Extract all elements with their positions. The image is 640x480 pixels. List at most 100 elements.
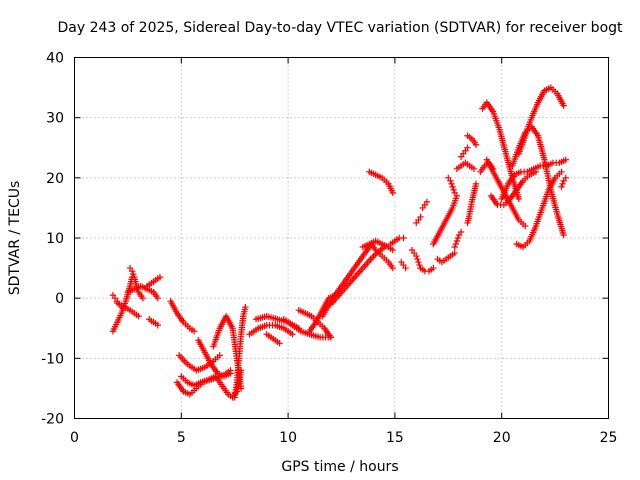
data-point-trace (517, 218, 527, 228)
data-point-trace (508, 188, 519, 201)
data-point-trace (381, 254, 390, 264)
series-arc-03 (114, 299, 142, 320)
data-point-trace (352, 251, 367, 270)
data-point-trace (240, 306, 249, 318)
data-point (423, 198, 431, 206)
data-point-trace (265, 313, 279, 322)
y-tick-label: 30 (46, 111, 64, 127)
y-tick-label: 40 (46, 51, 64, 67)
x-tick-label: 25 (600, 430, 618, 446)
data-point-trace (559, 180, 566, 188)
data-point (470, 165, 478, 173)
data-point (464, 144, 471, 151)
data-point (237, 385, 245, 392)
data-point-trace (489, 194, 500, 207)
data-point (451, 249, 458, 257)
series-arc-35 (445, 174, 458, 197)
data-point-trace (131, 276, 140, 288)
data-point (413, 252, 420, 260)
data-point-trace (548, 188, 560, 215)
data-point (216, 352, 223, 359)
data-point-trace (491, 170, 502, 186)
series-arc-38 (464, 180, 480, 227)
data-point (451, 243, 458, 251)
data-point-trace (180, 375, 189, 384)
data-point-trace (133, 283, 142, 292)
data-point-trace (212, 354, 221, 363)
data-point-trace (454, 234, 462, 242)
data-point-trace (431, 230, 442, 246)
data-point (128, 267, 136, 275)
data-point-trace (248, 326, 260, 336)
data-point (289, 331, 296, 338)
data-point-trace (339, 278, 354, 294)
series-arc-22 (319, 240, 375, 320)
series-arc-31 (419, 198, 431, 212)
series-arc-44 (509, 123, 567, 239)
data-point (515, 195, 522, 203)
series-arc-25 (368, 240, 396, 272)
data-point (430, 264, 437, 272)
data-point-trace (532, 163, 542, 172)
data-point-trace (543, 85, 552, 93)
data-point (489, 165, 497, 173)
data-point-trace (444, 206, 455, 222)
series-arc-14 (231, 303, 249, 401)
data-point-trace (416, 261, 423, 269)
data-point-trace (297, 308, 307, 316)
data-point-trace (310, 315, 320, 324)
x-tick-labels: 0 5 10 15 20 25 (70, 430, 617, 446)
series-arc-42 (487, 168, 540, 209)
data-point-trace (514, 179, 525, 192)
data-point-trace (448, 180, 455, 188)
data-point-trace (533, 206, 545, 227)
series-arc-47 (515, 84, 567, 157)
axis-ticks (74, 57, 609, 419)
data-point-trace (168, 299, 180, 315)
data-point (402, 264, 409, 272)
data-point (389, 246, 396, 254)
data-point-trace (506, 173, 517, 186)
series-arc-15 (178, 373, 219, 389)
data-point-trace (304, 311, 313, 319)
data-point-trace (299, 328, 311, 337)
data-point-trace (555, 92, 566, 107)
data-point (135, 313, 142, 320)
x-axis-label: GPS time / hours (281, 459, 398, 475)
data-point-trace (210, 327, 223, 348)
data-point (453, 237, 461, 245)
x-tick-label: 20 (493, 430, 511, 446)
data-point (156, 273, 164, 281)
data-point-trace (522, 116, 535, 137)
y-tick-label: -10 (41, 351, 64, 367)
data-point-trace (313, 309, 325, 324)
data-point-trace (319, 334, 332, 341)
data-point-trace (327, 292, 337, 301)
data-point-trace (331, 281, 346, 300)
series-arc-27 (387, 234, 407, 248)
data-point-trace (503, 152, 515, 179)
series-arc-46 (513, 168, 565, 251)
data-point-trace (381, 241, 390, 250)
data-point-trace (224, 315, 235, 330)
series-arc-23 (327, 243, 388, 308)
data-point (400, 234, 407, 242)
data-point-trace (209, 362, 220, 375)
data-point (449, 183, 456, 191)
data-point-trace (386, 260, 395, 270)
data-point-trace (217, 381, 226, 390)
data-point-trace (521, 173, 531, 183)
y-tick-label: 20 (46, 171, 64, 187)
data-point (327, 334, 335, 341)
data-point-trace (452, 240, 459, 248)
data-point-trace (529, 125, 540, 138)
data-point-trace (516, 134, 528, 155)
data-point (190, 328, 198, 335)
data-point-trace (316, 321, 326, 330)
data-point-trace (464, 212, 473, 224)
data-point-trace (510, 206, 521, 222)
data-point-trace (274, 322, 285, 331)
data-point (560, 102, 567, 109)
data-point-trace (308, 331, 322, 340)
data-point-trace (126, 286, 136, 295)
